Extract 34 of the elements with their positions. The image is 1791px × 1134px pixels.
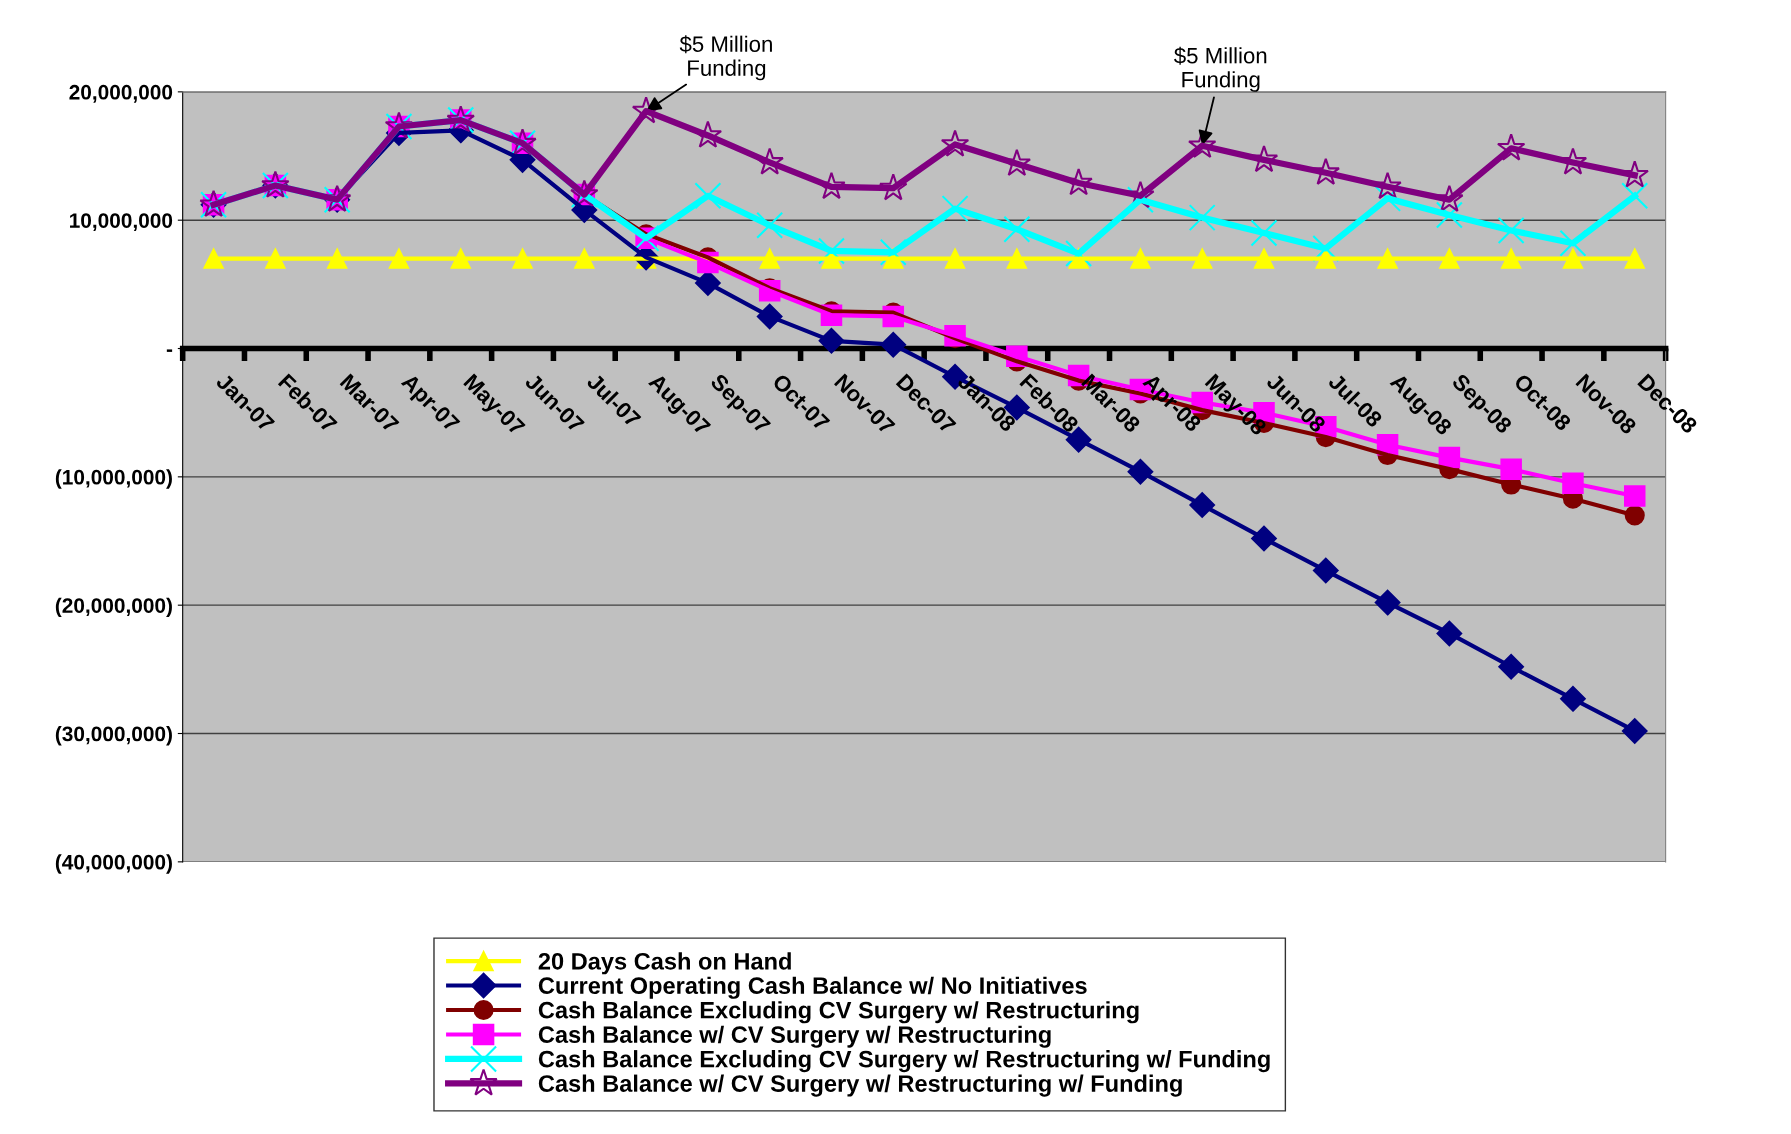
legend-label: Cash Balance Excluding CV Surgery w/ Restructuring w/ Funding — [538, 1050, 1270, 1073]
point — [1435, 201, 1463, 229]
y-tick-label: (30,000,000) — [55, 725, 172, 746]
legend-label: Cash Balance Excluding CV Surgery w/ Restructuring — [538, 1001, 1139, 1024]
y-tick-label: (20,000,000) — [55, 597, 172, 618]
legend-label: 20 Days Cash on Hand — [538, 952, 791, 975]
y-tick-label: (10,000,000) — [55, 469, 172, 489]
point — [1374, 184, 1402, 212]
point — [203, 248, 224, 269]
annotation: $5 Million Funding — [1174, 46, 1267, 92]
y-tick-label: (40,000,000) — [55, 854, 172, 874]
point — [1312, 234, 1340, 262]
legend-label: Cash Balance w/ CV Surgery w/ Restructuring — [538, 1025, 1051, 1048]
point — [1496, 133, 1526, 161]
point — [879, 173, 908, 201]
legend-label: Current Operating Cash Balance w/ No Initiatives — [538, 976, 1087, 999]
legend-label: Cash Balance w/ CV Surgery w/ Restructuring w/ Funding — [538, 1074, 1182, 1097]
point — [817, 237, 846, 265]
point — [756, 211, 784, 239]
point — [1497, 216, 1525, 244]
point — [1003, 215, 1031, 243]
y-tick-label: 10,000,000 — [70, 213, 173, 231]
point — [940, 129, 970, 157]
point — [879, 238, 907, 266]
y-tick-label: - — [166, 349, 173, 352]
point — [1065, 240, 1093, 268]
point — [694, 182, 722, 210]
point — [1559, 229, 1587, 257]
point — [941, 195, 969, 223]
point — [1188, 204, 1216, 232]
annotation: $5 Million Funding — [679, 35, 772, 81]
point — [1621, 182, 1649, 210]
y-tick-label: 20,000,000 — [69, 84, 173, 103]
point — [1250, 219, 1278, 247]
